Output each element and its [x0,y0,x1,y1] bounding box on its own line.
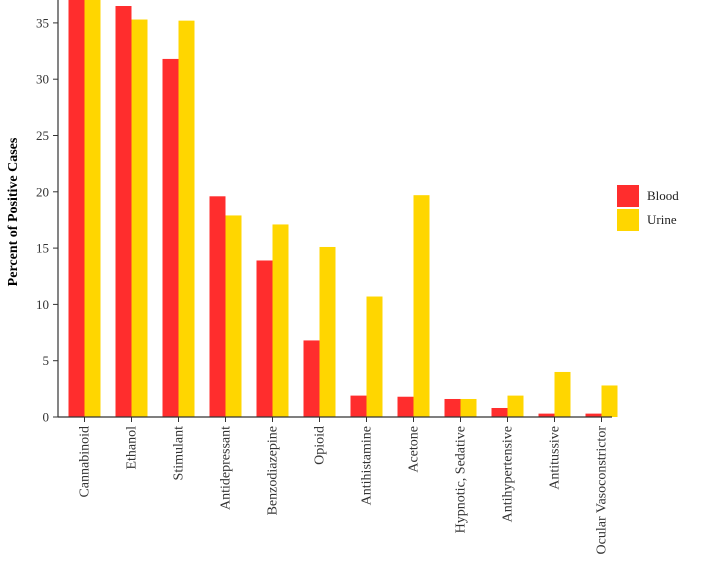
y-tick-label: 30 [36,72,49,87]
bar-blood-stimulant [162,58,179,417]
y-tick-label: 25 [36,128,49,143]
legend: Blood Urine [617,185,679,231]
x-tick-label: Antitussive [548,426,563,490]
x-tick-label: Antihistamine [360,426,375,505]
legend-swatch-urine [617,209,639,231]
bar-blood-hypnotic-sedative [444,398,461,417]
bar-urine-antihistamine [366,296,383,417]
bar-urine-benzodiazepine [272,224,289,417]
bar-blood-antihistamine [350,395,367,417]
bar-urine-stimulant [178,20,195,417]
x-tick-label: Benzodiazepine [266,426,281,515]
x-tick-label: Opioid [313,426,328,465]
bar-urine-cannabinoid [84,0,101,417]
x-tick-label: Antidepressant [219,426,234,510]
y-axis-ticks: 051015202530354045 [36,15,58,425]
bar-blood-antihypertensive [491,407,508,417]
y-tick-label: 35 [36,15,49,30]
y-tick-label: 10 [36,297,49,312]
y-tick-label: 0 [43,410,50,425]
bar-blood-ethanol [115,6,132,417]
bar-blood-antitussive [538,413,555,417]
y-tick-label: 15 [36,241,49,256]
x-tick-label: Cannabinoid [78,426,93,498]
bar-urine-ethanol [131,19,148,417]
x-tick-label: Ethanol [125,426,140,470]
bar-blood-antidepressant [209,196,226,417]
legend-swatch-blood [617,185,639,207]
bars [68,0,618,417]
y-tick-label: 20 [36,184,49,199]
bar-urine-ocular-vasoconstrictor [601,385,618,417]
x-tick-label: Acetone [407,426,422,473]
x-tick-label: Ocular Vasoconstrictor [595,426,610,555]
bar-blood-ocular-vasoconstrictor [585,413,602,417]
bar-blood-benzodiazepine [256,260,273,417]
bar-urine-antidepressant [225,215,242,417]
x-tick-label: Antihypertensive [501,426,516,522]
legend-label-urine: Urine [647,212,677,227]
y-axis-title: Percent of Positive Cases [6,137,21,286]
x-tick-label: Stimulant [172,426,187,481]
x-tick-label: Hypnotic, Sedative [454,426,469,533]
bar-urine-acetone [413,195,430,417]
bar-blood-cannabinoid [68,0,85,417]
y-tick-label: 5 [43,353,50,368]
bar-blood-acetone [397,396,414,417]
bar-urine-antitussive [554,371,571,417]
bar-urine-opioid [319,246,336,417]
bar-blood-opioid [303,340,320,417]
x-axis-labels: Cannabinoid Ethanol Stimulant Antidepressan… [78,417,610,554]
bar-urine-antihypertensive [507,395,524,417]
legend-label-blood: Blood [647,188,679,203]
bar-urine-hypnotic-sedative [460,398,477,417]
